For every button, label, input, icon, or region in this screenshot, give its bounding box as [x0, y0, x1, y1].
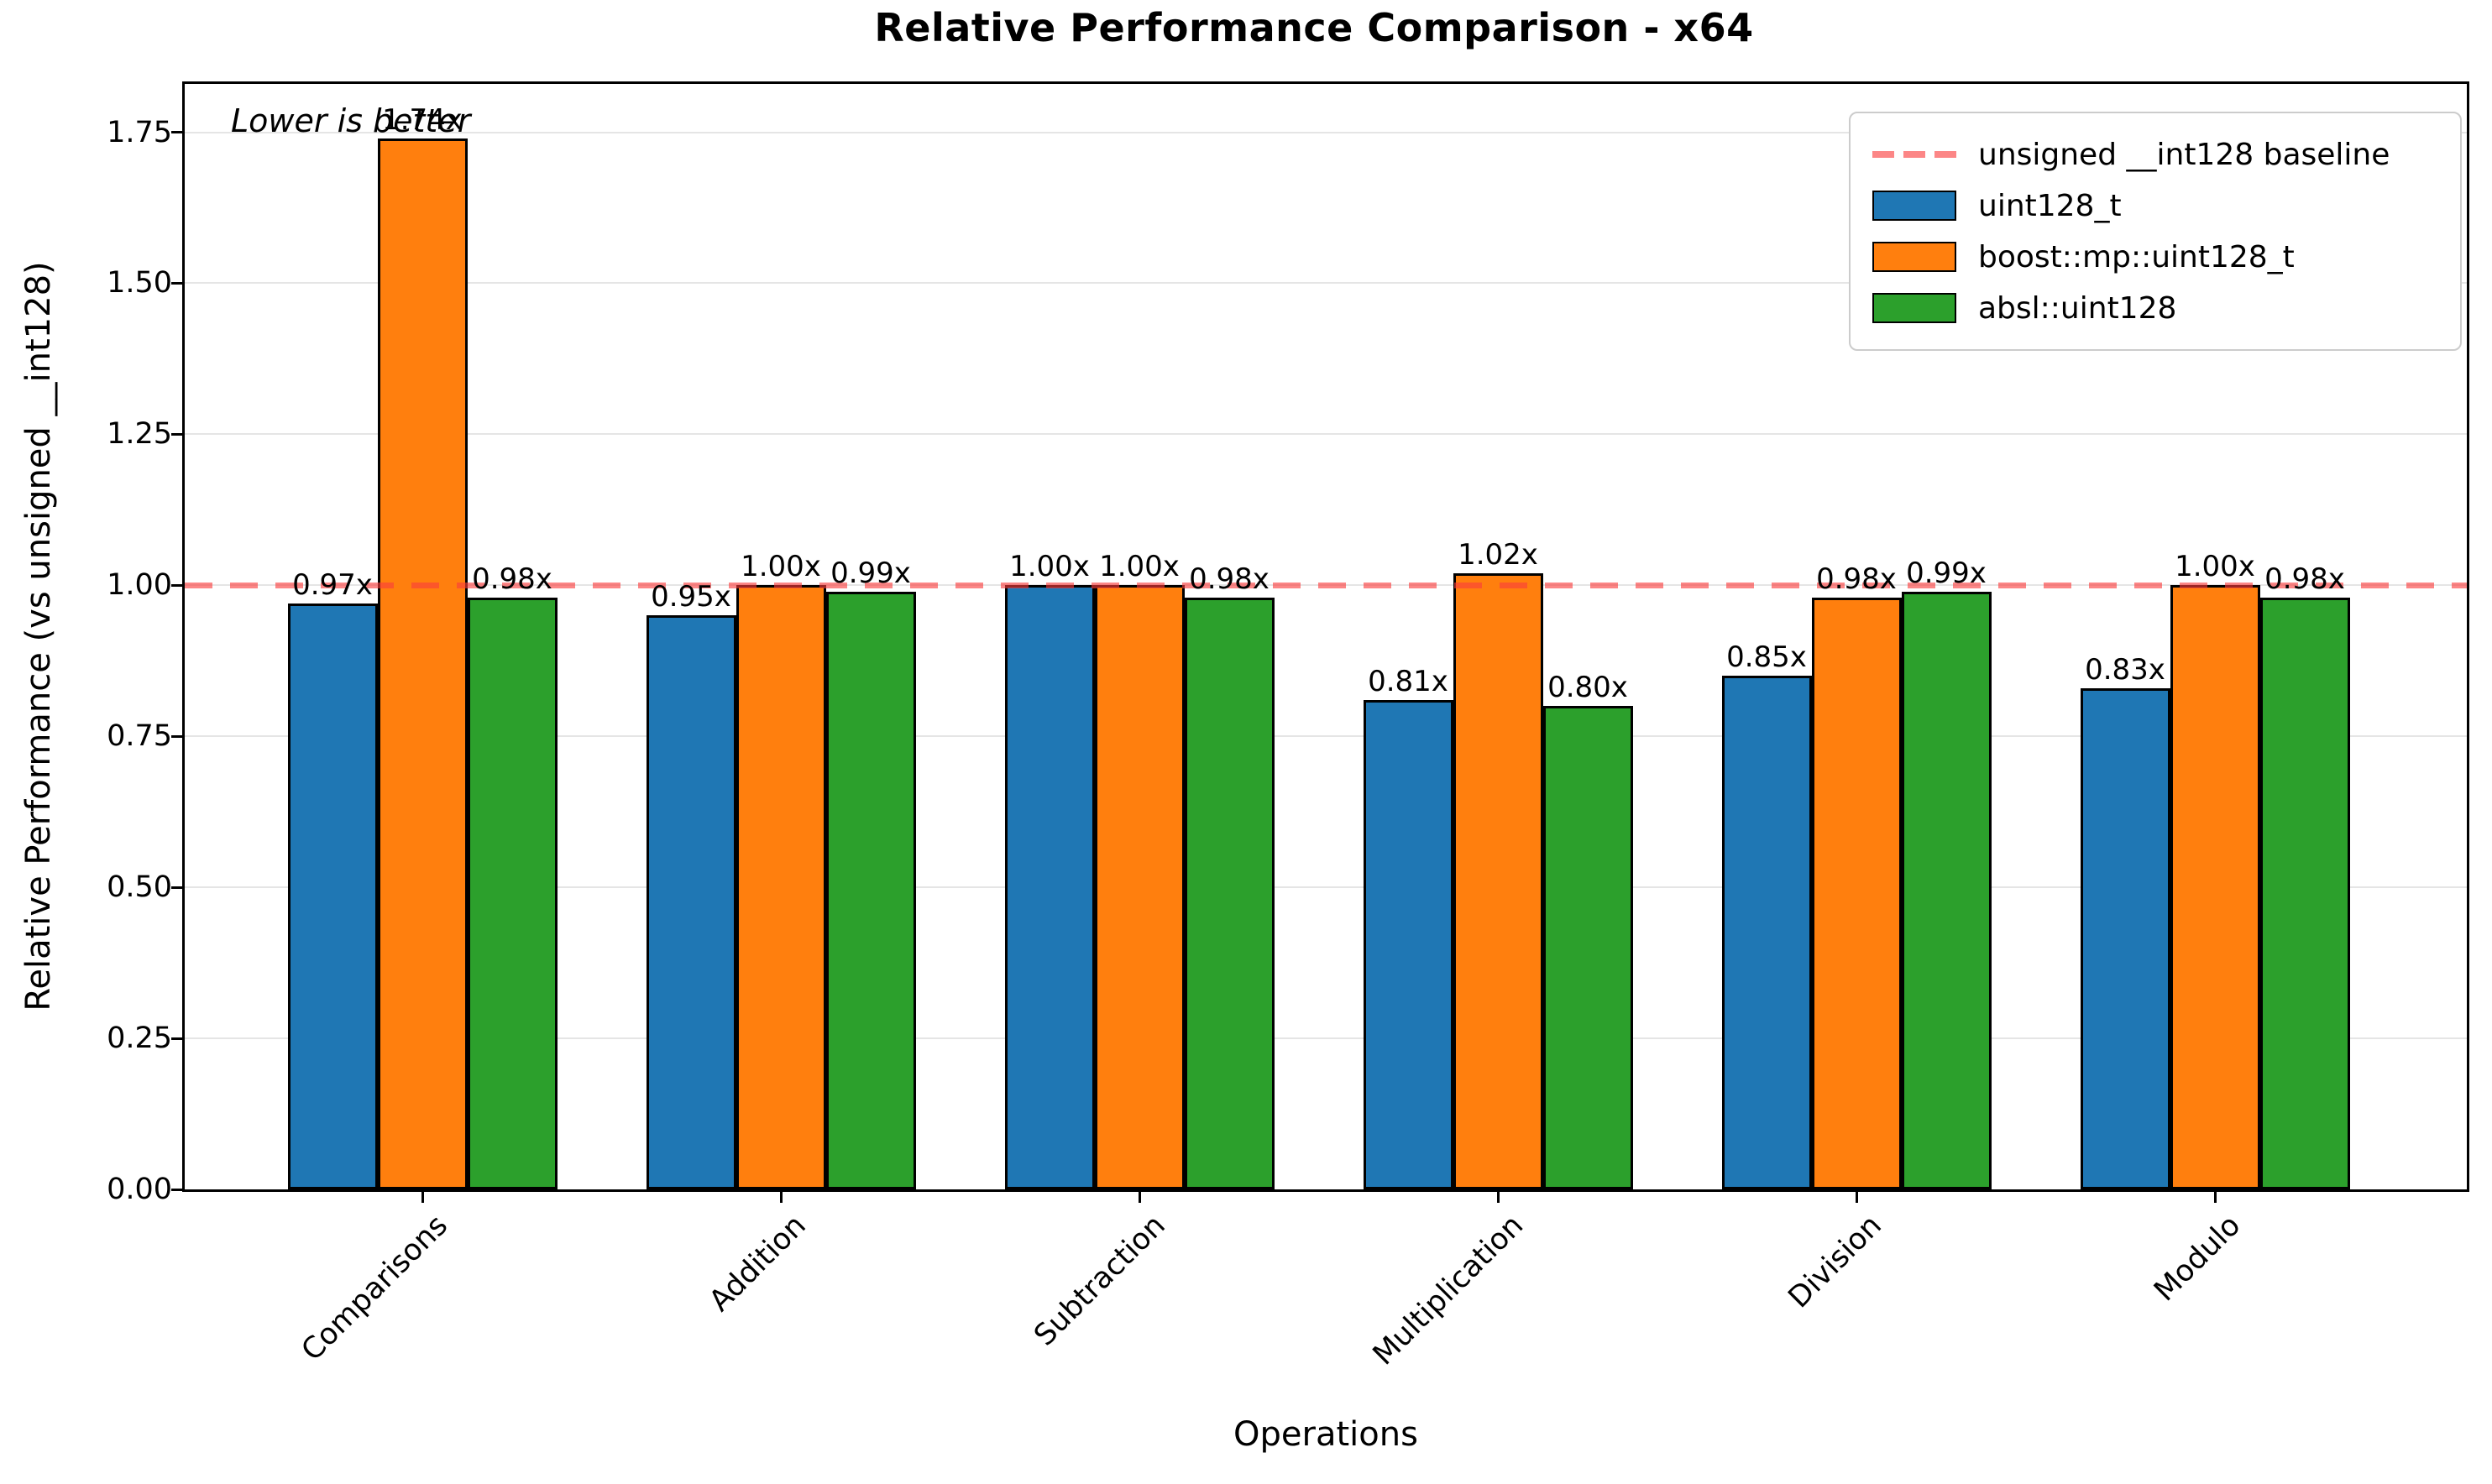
- x-tick-mark: [1855, 1192, 1858, 1203]
- bar-value-label: 1.00x: [2175, 550, 2255, 583]
- bar-value-label: 1.02x: [1458, 538, 1538, 572]
- y-tick-mark: [171, 281, 182, 285]
- bar-uint128_t-Comparisons: [287, 604, 378, 1189]
- bar-value-label: 0.83x: [2085, 653, 2165, 687]
- x-tick-mark: [1496, 1192, 1500, 1203]
- bar-absl::uint128-Multiplication: [1542, 706, 1633, 1189]
- x-tick-mark: [421, 1192, 424, 1203]
- bar-boost::mp::uint128_t-Addition: [736, 585, 826, 1189]
- bar-boost::mp::uint128_t-Comparisons: [377, 138, 468, 1189]
- y-tick-mark: [171, 886, 182, 889]
- bar-value-label: 1.00x: [741, 550, 821, 583]
- legend-item-boost: boost::mp::uint128_t: [1872, 233, 2438, 280]
- x-tick-label-Multiplication: Multiplication: [1366, 1209, 1531, 1372]
- bar-value-label: 1.74x: [382, 103, 463, 137]
- chart-title: Relative Performance Comparison - x64: [874, 5, 1754, 50]
- bar-value-label: 0.99x: [830, 556, 911, 590]
- x-axis-label: Operations: [1233, 1415, 1418, 1454]
- bar-absl::uint128-Modulo: [2259, 598, 2350, 1189]
- plot-area: Lower is better unsigned __int128 baseli…: [182, 81, 2469, 1192]
- bar-uint128_t-Division: [1721, 676, 1812, 1189]
- bar-value-label: 0.98x: [1189, 562, 1270, 596]
- bar-boost::mp::uint128_t-Division: [1811, 598, 1902, 1189]
- bar-absl::uint128-Division: [1901, 592, 1992, 1189]
- y-gridline: [185, 735, 2467, 738]
- y-tick-label: 0.50: [107, 870, 172, 905]
- y-tick-label: 1.75: [107, 115, 172, 149]
- y-gridline: [185, 1037, 2467, 1040]
- bar-boost::mp::uint128_t-Subtraction: [1094, 585, 1185, 1189]
- bar-value-label: 0.85x: [1726, 640, 1807, 674]
- uint128-color-swatch: [1872, 191, 1956, 221]
- bar-value-label: 0.99x: [1906, 556, 1987, 590]
- x-tick-label-Subtraction: Subtraction: [1027, 1209, 1172, 1353]
- bar-uint128_t-Multiplication: [1363, 700, 1453, 1189]
- x-tick-label-Comparisons: Comparisons: [295, 1209, 455, 1368]
- bar-absl::uint128-Addition: [825, 592, 916, 1189]
- legend-label-absl: absl::uint128: [1978, 290, 2177, 326]
- x-tick-label-Modulo: Modulo: [2148, 1209, 2248, 1309]
- y-tick-mark: [171, 734, 182, 738]
- legend: unsigned __int128 baseline uint128_t boo…: [1849, 112, 2462, 351]
- bar-value-label: 0.98x: [2264, 562, 2345, 596]
- legend-item-uint128: uint128_t: [1872, 182, 2438, 229]
- y-tick-mark: [171, 1037, 182, 1040]
- boost-color-swatch: [1872, 242, 1956, 272]
- y-tick-mark: [171, 131, 182, 134]
- y-tick-mark: [171, 1188, 182, 1191]
- bar-value-label: 0.97x: [292, 568, 373, 602]
- legend-item-absl: absl::uint128: [1872, 285, 2438, 332]
- y-tick-mark: [171, 583, 182, 587]
- y-tick-label: 0.00: [107, 1173, 172, 1206]
- x-tick-mark: [779, 1192, 783, 1203]
- legend-label-boost: boost::mp::uint128_t: [1978, 239, 2295, 274]
- bar-value-label: 0.98x: [1816, 562, 1897, 596]
- legend-item-baseline: unsigned __int128 baseline: [1872, 131, 2438, 178]
- bar-value-label: 0.81x: [1368, 665, 1448, 698]
- baseline-dash-swatch: [1872, 151, 1956, 158]
- bar-boost::mp::uint128_t-Multiplication: [1453, 573, 1543, 1189]
- legend-label-baseline: unsigned __int128 baseline: [1978, 137, 2390, 172]
- y-tick-label: 0.75: [107, 719, 172, 754]
- bar-uint128_t-Addition: [646, 615, 736, 1189]
- x-tick-label-Division: Division: [1782, 1209, 1889, 1315]
- y-tick-label: 1.00: [107, 568, 172, 603]
- x-tick-label-Addition: Addition: [703, 1209, 814, 1319]
- y-gridline: [185, 433, 2467, 436]
- y-gridline: [185, 131, 2467, 133]
- bar-value-label: 0.95x: [651, 580, 731, 614]
- baseline-dashed-line: [185, 583, 2467, 589]
- bar-value-label: 1.00x: [1099, 550, 1180, 583]
- x-tick-mark: [2213, 1192, 2217, 1203]
- lower-is-better-annotation: Lower is better: [231, 102, 471, 139]
- y-tick-label: 1.25: [107, 417, 172, 452]
- bar-uint128_t-Subtraction: [1004, 585, 1095, 1189]
- bar-absl::uint128-Comparisons: [467, 598, 558, 1189]
- y-gridline: [185, 886, 2467, 889]
- bar-uint128_t-Modulo: [2080, 688, 2170, 1189]
- y-tick-label: 1.50: [107, 266, 172, 300]
- bar-value-label: 1.00x: [1009, 550, 1090, 583]
- y-tick-label: 0.25: [107, 1022, 172, 1056]
- y-tick-mark: [171, 432, 182, 436]
- x-tick-mark: [1138, 1192, 1141, 1203]
- bar-absl::uint128-Subtraction: [1184, 598, 1275, 1189]
- bar-value-label: 0.80x: [1547, 671, 1628, 704]
- y-gridline: [185, 282, 2467, 285]
- legend-label-uint128: uint128_t: [1978, 188, 2122, 223]
- absl-color-swatch: [1872, 293, 1956, 323]
- bar-value-label: 0.98x: [472, 562, 552, 596]
